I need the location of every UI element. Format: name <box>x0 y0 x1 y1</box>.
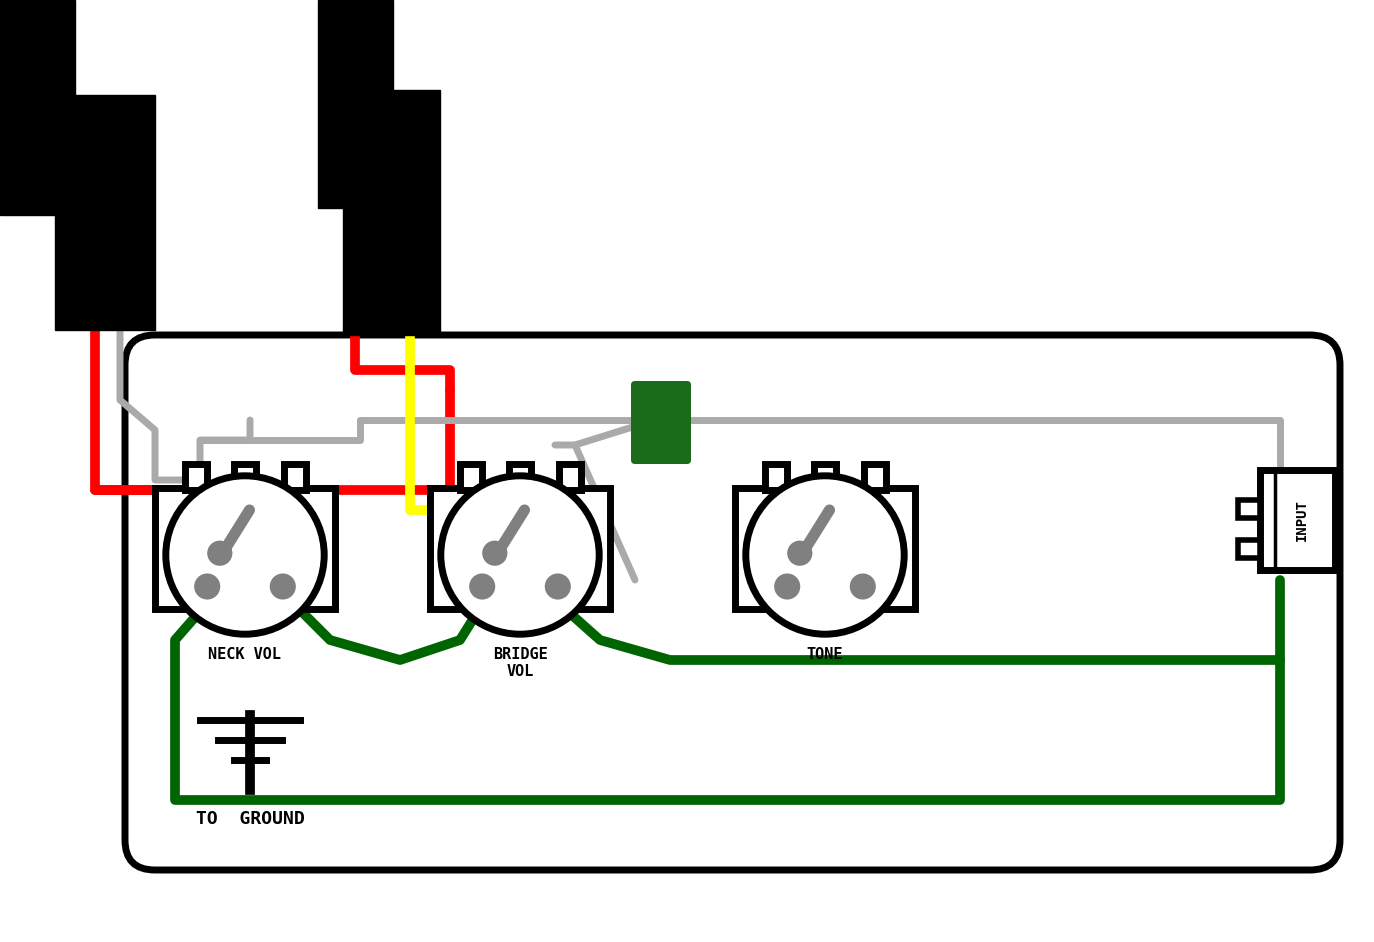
Circle shape <box>746 476 904 634</box>
Text: TONE: TONE <box>807 647 844 662</box>
Text: BRIDGE
VOL: BRIDGE VOL <box>493 647 547 679</box>
FancyBboxPatch shape <box>1238 500 1260 518</box>
FancyBboxPatch shape <box>764 463 786 490</box>
Circle shape <box>469 574 495 599</box>
Circle shape <box>849 574 875 599</box>
FancyBboxPatch shape <box>1238 540 1260 558</box>
FancyBboxPatch shape <box>508 463 530 490</box>
FancyBboxPatch shape <box>184 463 206 490</box>
Text: TO  GROUND: TO GROUND <box>195 810 305 828</box>
Circle shape <box>441 476 599 634</box>
Circle shape <box>774 574 800 599</box>
Circle shape <box>544 574 570 599</box>
FancyBboxPatch shape <box>631 381 691 464</box>
Bar <box>55 95 155 330</box>
FancyBboxPatch shape <box>155 488 335 609</box>
Circle shape <box>194 574 220 599</box>
FancyBboxPatch shape <box>459 463 481 490</box>
Bar <box>0 0 76 215</box>
FancyBboxPatch shape <box>234 463 256 490</box>
Bar <box>344 90 440 335</box>
FancyBboxPatch shape <box>1260 470 1336 570</box>
FancyBboxPatch shape <box>558 463 580 490</box>
Circle shape <box>482 541 507 566</box>
Circle shape <box>207 541 232 566</box>
FancyBboxPatch shape <box>283 463 305 490</box>
Text: NECK VOL: NECK VOL <box>209 647 282 662</box>
FancyBboxPatch shape <box>863 463 885 490</box>
FancyBboxPatch shape <box>125 335 1340 870</box>
Text: INPUT: INPUT <box>1294 499 1308 541</box>
FancyBboxPatch shape <box>813 463 835 490</box>
Bar <box>317 0 393 208</box>
Circle shape <box>166 476 324 634</box>
Circle shape <box>787 541 812 566</box>
FancyBboxPatch shape <box>430 488 610 609</box>
FancyBboxPatch shape <box>735 488 915 609</box>
Circle shape <box>269 574 295 599</box>
